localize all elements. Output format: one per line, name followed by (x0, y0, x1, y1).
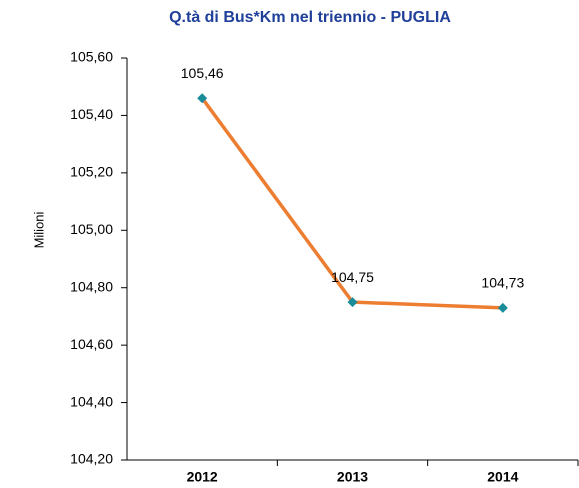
data-label: 104,75 (331, 269, 374, 285)
y-tick-label: 104,80 (70, 278, 113, 294)
chart-title: Q.tà di Bus*Km nel triennio - PUGLIA (169, 9, 451, 26)
y-tick-label: 105,60 (70, 49, 113, 65)
x-tick-label: 2012 (187, 469, 218, 485)
y-axis-label: Milioni (31, 211, 46, 248)
y-tick-label: 104,20 (70, 451, 113, 467)
marker (497, 302, 508, 313)
data-label: 105,46 (181, 65, 224, 81)
y-tick-label: 105,40 (70, 106, 113, 122)
marker (197, 93, 208, 104)
y-tick-label: 105,20 (70, 164, 113, 180)
data-label: 104,73 (481, 275, 524, 291)
y-tick-label: 104,40 (70, 393, 113, 409)
marker (347, 297, 358, 308)
y-tick-label: 104,60 (70, 336, 113, 352)
x-tick-label: 2014 (487, 469, 518, 485)
x-tick-label: 2013 (337, 469, 368, 485)
y-tick-label: 105,00 (70, 221, 113, 237)
